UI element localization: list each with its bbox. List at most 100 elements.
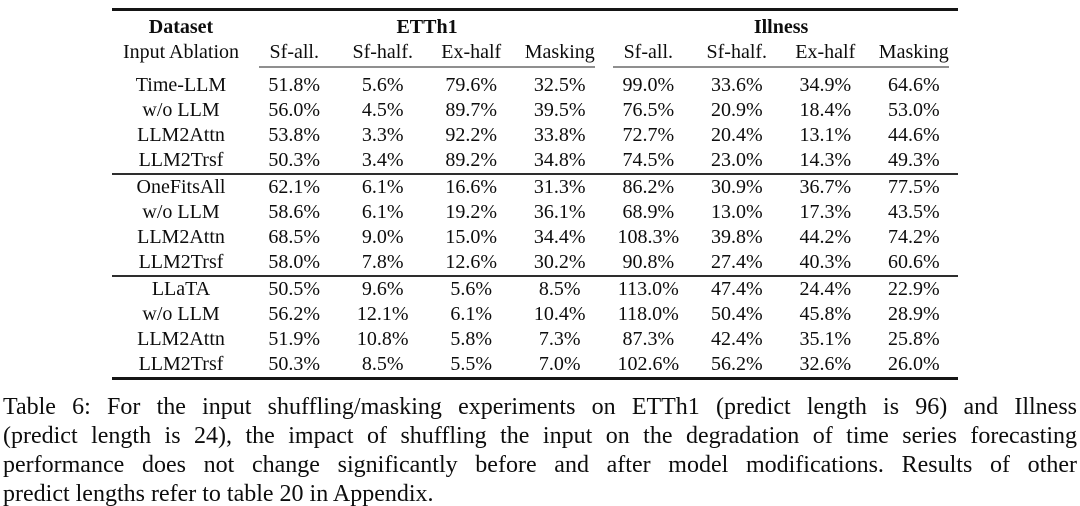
value-cell: 99.0% [622,74,675,96]
value-cell: 92.2% [445,124,498,146]
value-cell: 31.3% [533,176,586,198]
value-cell: 20.4% [710,124,763,146]
value-cell: 56.2% [710,353,763,375]
value-cell: 87.3% [622,328,675,350]
value-cell: 18.4% [799,99,852,121]
value-cell: 28.9% [887,303,940,325]
caption-line: performance does not change significantl… [3,452,1077,478]
value-cell: 22.9% [887,278,940,300]
value-cell: 7.8% [361,251,404,273]
value-cell: 56.2% [268,303,321,325]
value-cell: 36.7% [799,176,852,198]
value-cell: 17.3% [799,201,852,223]
table-row: OneFitsAll 62.1% 6.1% 16.6% 31.3% 86.2% 30.9% 3… [112,174,958,200]
value-cell: 90.8% [622,251,675,273]
value-cell: 6.1% [361,201,404,223]
value-cell: 24.4% [799,278,852,300]
value-cell: 7.3% [538,328,581,350]
value-cell: 50.4% [710,303,763,325]
table-row: w/o LLM 56.0% 4.5% 89.7% 39.5% 76.5% 20.9% 18.4… [112,98,958,123]
cmidrule-row [112,64,958,73]
value-cell: 12.1% [356,303,409,325]
value-cell: 15.0% [445,226,498,248]
table-header: Dataset ETTh1 Illness Input Ablation Sf-… [112,10,958,74]
table-row: LLM2Attn 51.9% 10.8% 5.8% 7.3% 87.3% 42.4% 35.1… [112,327,958,352]
value-cell: 35.1% [799,328,852,350]
column-header: Ex-half [441,41,502,63]
table-row: LLM2Trsf 50.3% 8.5% 5.5% 7.0% 102.6% 56.2% 32.6… [112,352,958,379]
value-cell: 33.6% [710,74,763,96]
value-cell: 50.5% [268,278,321,300]
column-header: Sf-half. [706,41,768,63]
table-row: w/o LLM 58.6% 6.1% 19.2% 36.1% 68.9% 13.0% 17.3… [112,200,958,225]
column-header: Ex-half [795,41,856,63]
value-cell: 10.8% [356,328,409,350]
value-cell: 26.0% [887,353,940,375]
value-cell: 64.6% [887,74,940,96]
row-label: LLM2Trsf [138,251,224,273]
value-cell: 53.8% [268,124,321,146]
value-cell: 3.3% [361,124,404,146]
value-cell: 5.8% [450,328,493,350]
row-label: LLM2Attn [137,226,225,248]
value-cell: 36.1% [533,201,586,223]
row-label: OneFitsAll [136,176,226,198]
value-cell: 47.4% [710,278,763,300]
value-cell: 8.5% [361,353,404,375]
value-cell: 12.6% [445,251,498,273]
value-cell: 50.3% [268,353,321,375]
value-cell: 32.5% [533,74,586,96]
row-label: w/o LLM [142,303,220,325]
value-cell: 43.5% [887,201,940,223]
value-cell: 34.8% [533,149,586,171]
value-cell: 13.0% [710,201,763,223]
column-header-row: Input Ablation Sf-all. Sf-half. Ex-half … [112,41,958,64]
value-cell: 51.9% [268,328,321,350]
row-label: LLM2Trsf [138,353,224,375]
column-header: Sf-all. [623,41,673,63]
value-cell: 77.5% [887,176,940,198]
value-cell: 25.8% [887,328,940,350]
value-cell: 74.2% [887,226,940,248]
dataset-header-label: Dataset [148,16,214,38]
caption-line: predict lengths refer to table 20 in App… [3,481,434,506]
row-label: LLaTA [151,278,211,300]
value-cell: 68.5% [268,226,321,248]
value-cell: 51.8% [268,74,321,96]
table-row: w/o LLM 56.2% 12.1% 6.1% 10.4% 118.0% 50.4% 45.… [112,302,958,327]
value-cell: 5.6% [361,74,404,96]
column-header: Masking [524,41,595,63]
value-cell: 50.3% [268,149,321,171]
value-cell: 49.3% [887,149,940,171]
table-row: LLM2Trsf 58.0% 7.8% 12.6% 30.2% 90.8% 27.4% 40.… [112,250,958,276]
row-label: Time-LLM [135,74,227,96]
value-cell: 79.6% [445,74,498,96]
value-cell: 8.5% [538,278,581,300]
value-cell: 39.8% [710,226,763,248]
table-row: LLaTA 50.5% 9.6% 5.6% 8.5% 113.0% 47.4% 24.4% 22… [112,276,958,302]
table-caption: Table 6: For the input shuffling/masking… [3,393,1077,506]
value-cell: 14.3% [799,149,852,171]
row-group-2: LLaTA 50.5% 9.6% 5.6% 8.5% 113.0% 47.4% 24.4% 22… [112,276,959,379]
group-header-row: Dataset ETTh1 Illness [112,10,958,42]
row-label: w/o LLM [142,99,220,121]
column-header: Sf-all. [269,41,319,63]
value-cell: 6.1% [450,303,493,325]
value-cell: 4.5% [361,99,404,121]
value-cell: 30.9% [710,176,763,198]
value-cell: 118.0% [617,303,679,325]
value-cell: 42.4% [710,328,763,350]
value-cell: 3.4% [361,149,404,171]
column-header: Masking [878,41,949,63]
value-cell: 58.0% [268,251,321,273]
value-cell: 89.2% [445,149,498,171]
value-cell: 86.2% [622,176,675,198]
value-cell: 39.5% [533,99,586,121]
value-cell: 5.5% [450,353,493,375]
row-group-1: OneFitsAll 62.1% 6.1% 16.6% 31.3% 86.2% 30.9% 3… [112,174,959,276]
value-cell: 44.6% [887,124,940,146]
value-cell: 16.6% [445,176,498,198]
table-row: Time-LLM 51.8% 5.6% 79.6% 32.5% 99.0% 33.6% 34.… [112,73,958,98]
value-cell: 89.7% [445,99,498,121]
value-cell: 5.6% [450,278,493,300]
